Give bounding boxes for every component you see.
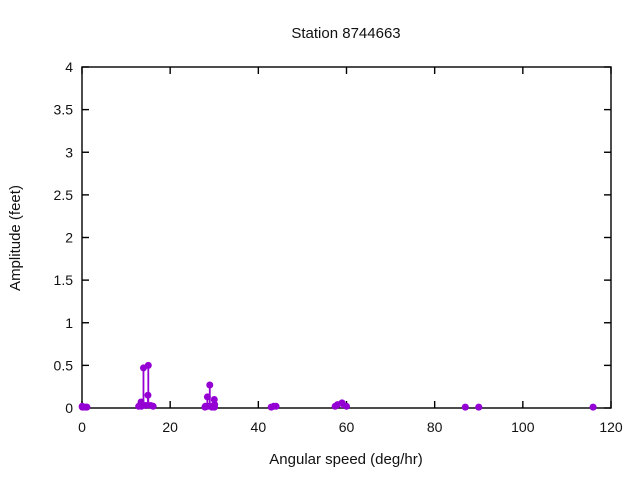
y-tick-label: 3: [65, 144, 73, 160]
data-point: [475, 403, 483, 411]
data-point: [343, 402, 350, 410]
data-series: [78, 361, 597, 411]
x-tick-label: 80: [427, 419, 443, 435]
data-point: [211, 401, 219, 409]
y-tick-label: 0.5: [54, 357, 74, 373]
data-point: [144, 361, 152, 369]
y-tick-label: 2: [65, 230, 73, 246]
axis-ticks: [81, 66, 612, 409]
chart-title: Station 8744663: [291, 25, 400, 42]
y-tick-label: 1.5: [54, 272, 74, 288]
y-tick-label: 2.5: [54, 187, 74, 203]
data-point: [206, 381, 214, 389]
y-tick-label: 0: [65, 400, 73, 416]
data-point: [272, 402, 280, 410]
data-point: [149, 402, 157, 410]
x-tick-label: 40: [251, 419, 267, 435]
x-tick-label: 60: [339, 419, 355, 435]
data-point: [83, 403, 91, 411]
y-axis-label: Amplitude (feet): [7, 185, 24, 291]
x-tick-labels: 0 20 40 60 80 100 120: [78, 419, 623, 435]
data-point: [210, 395, 218, 403]
y-tick-label: 4: [65, 59, 73, 75]
x-tick-label: 20: [162, 419, 178, 435]
y-tick-label: 3.5: [54, 102, 74, 118]
y-tick-label: 1: [65, 315, 73, 331]
x-axis-label: Angular speed (deg/hr): [269, 451, 422, 468]
data-point: [461, 403, 469, 411]
x-tick-label: 0: [78, 419, 86, 435]
x-tick-label: 100: [511, 419, 535, 435]
data-point: [589, 403, 597, 411]
y-tick-labels: 0 0.5 1 1.5 2 2.5 3 3.5 4: [54, 59, 74, 416]
x-tick-label: 120: [599, 419, 623, 435]
